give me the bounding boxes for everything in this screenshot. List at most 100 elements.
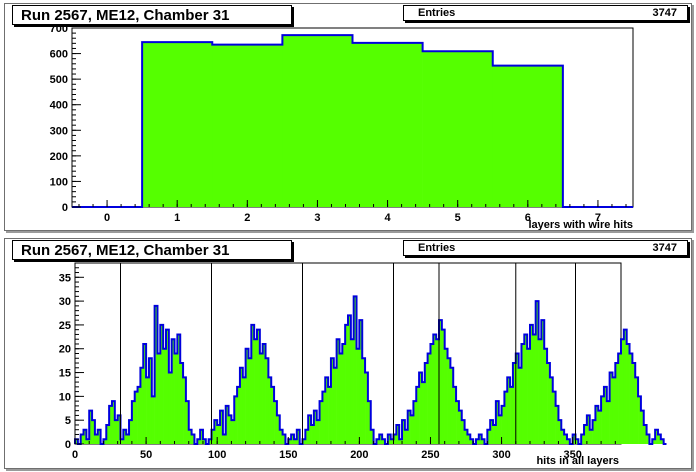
y-tick-label: 700 (50, 23, 68, 35)
histogram-bar (370, 429, 374, 444)
histogram-bar (296, 429, 300, 444)
histogram-bar (94, 434, 99, 444)
histogram-bar (89, 410, 93, 444)
x-tick-label: 3 (314, 212, 320, 224)
histogram-bar (379, 434, 383, 444)
histogram-bar (157, 353, 161, 444)
histogram-bar (114, 420, 118, 444)
histogram-bar (584, 424, 588, 444)
y-tick-label: 200 (50, 151, 68, 163)
histogram-bar (228, 415, 232, 444)
histogram-bar (117, 415, 121, 444)
histogram-bar (504, 391, 508, 444)
stats-box: Entries 3747 (403, 5, 688, 21)
histogram-bar (365, 372, 369, 444)
x-tick-label: 100 (208, 449, 226, 461)
histogram-bar (234, 396, 238, 444)
histogram-bar (225, 405, 229, 444)
histogram-bar (185, 401, 190, 444)
histogram-bar (212, 44, 283, 207)
histogram-bar (390, 439, 394, 444)
histogram-bar (197, 439, 201, 444)
histogram-bar (282, 434, 286, 444)
histogram-bar (359, 320, 363, 444)
histogram-bar (202, 439, 207, 444)
histogram-bar (530, 324, 534, 444)
histogram-bar (646, 434, 650, 444)
histogram-bar (439, 320, 443, 444)
histogram-bar (623, 329, 627, 444)
histogram-bar (131, 401, 136, 444)
histogram-bar (436, 339, 440, 444)
histogram-bar (362, 358, 366, 444)
histogram-bar (475, 439, 480, 444)
histogram-bar (137, 386, 141, 444)
histogram-bar (458, 410, 463, 444)
histogram-bar (510, 386, 514, 444)
histogram-bar (111, 401, 116, 444)
histogram-bar (512, 363, 517, 444)
histogram-bar (586, 415, 591, 444)
x-tick-label: 0 (104, 212, 110, 224)
histogram-bar (276, 415, 281, 444)
histogram-bar (632, 363, 636, 444)
x-tick-label: 1 (174, 212, 180, 224)
histogram-bar (657, 434, 662, 444)
y-tick-label: 15 (59, 368, 71, 380)
histogram-bar (541, 320, 545, 444)
x-tick-label: 250 (421, 449, 439, 461)
histogram-panel-layers: Run 2567, ME12, Chamber 31 Entries 3747 … (4, 3, 692, 231)
histogram-bar (333, 367, 337, 444)
histogram-bar (535, 301, 539, 444)
histogram-bar (325, 377, 329, 444)
histogram-bar (345, 324, 349, 444)
histogram-bar (621, 339, 625, 444)
histogram-bar (367, 401, 372, 444)
histogram-bar (208, 439, 212, 444)
histogram-bar (501, 405, 505, 444)
histogram-bar (177, 334, 181, 444)
histogram-bar (129, 420, 133, 444)
y-tick-label: 35 (59, 272, 71, 284)
histogram-bar (538, 339, 542, 444)
histogram-bar (168, 372, 172, 444)
histogram-bar (311, 424, 315, 444)
histogram-bar (430, 343, 434, 444)
histogram-bar (120, 439, 124, 444)
x-tick-label: 300 (492, 449, 510, 461)
histogram-bar (572, 434, 576, 444)
histogram-bar (265, 358, 269, 444)
histogram-bar (245, 348, 249, 444)
histogram-bar (419, 372, 423, 444)
histogram-bar (174, 353, 178, 444)
histogram-bar (126, 434, 130, 444)
histogram-bar (231, 420, 235, 444)
histogram-bar (237, 386, 241, 444)
histogram-bar (564, 434, 568, 444)
histogram-bar (589, 429, 593, 444)
histogram-bar (498, 415, 502, 444)
histogram-bar (507, 377, 511, 444)
histogram-bar (612, 377, 616, 444)
histogram-bar (222, 434, 227, 444)
histogram-bar (191, 434, 195, 444)
y-tick-label: 500 (50, 74, 68, 86)
histogram-bar (248, 358, 252, 444)
histogram-bar (626, 343, 630, 444)
stats-label: Entries (418, 242, 456, 254)
histogram-bar (427, 353, 431, 444)
histogram-bar (547, 363, 551, 444)
histogram-bar (259, 353, 263, 444)
histogram-bar (566, 439, 571, 444)
histogram-bar (211, 429, 215, 444)
histogram-bar (336, 339, 340, 444)
x-tick-label: 0 (72, 449, 78, 461)
histogram-bar (274, 401, 278, 444)
histogram-bar (422, 51, 494, 207)
y-tick-label: 100 (50, 176, 68, 188)
histogram-bar (393, 434, 397, 444)
histogram-bar (171, 339, 175, 444)
histogram-bar (279, 429, 283, 444)
x-axis-label: hits in all layers (536, 455, 619, 467)
